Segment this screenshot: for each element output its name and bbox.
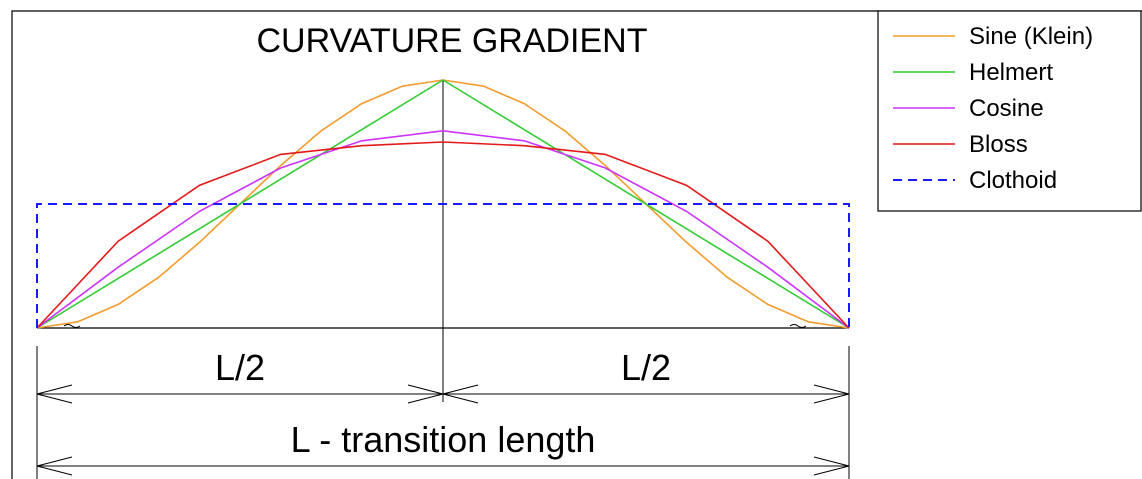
- arrow-right-end: [813, 384, 850, 404]
- legend-label-sine: Sine (Klein): [969, 23, 1093, 50]
- arrow-full-right: [813, 456, 850, 476]
- arrow-left-start: [36, 384, 73, 404]
- axes: [37, 80, 849, 402]
- dimension-label-left-half: L/2: [215, 347, 265, 388]
- arrow-full-left: [36, 456, 73, 476]
- dimension-label-full: L - transition length: [291, 419, 596, 460]
- legend: Sine (Klein) Helmert Cosine Bloss Clothoid: [877, 10, 1142, 212]
- legend-label-helmert: Helmert: [969, 59, 1053, 86]
- curves: [36, 79, 850, 329]
- arrow-center-in-right: [442, 384, 479, 404]
- diagram-title: CURVATURE GRADIENT: [256, 22, 647, 60]
- dimension-lines: [36, 346, 850, 479]
- legend-label-clothoid: Clothoid: [969, 167, 1057, 194]
- series-helmert-line: [36, 79, 850, 329]
- series-cosine-line: [36, 129, 850, 329]
- legend-box: [877, 10, 1142, 212]
- legend-label-cosine: Cosine: [969, 95, 1044, 122]
- arrow-center-in-left: [407, 384, 444, 404]
- drawing-border: [11, 10, 1142, 479]
- series-clothoid-line: [36, 203, 850, 328]
- dimension-label-right-half: L/2: [621, 347, 671, 388]
- legend-label-bloss: Bloss: [969, 131, 1028, 158]
- left-end-mark: [63, 324, 81, 328]
- right-end-mark: [789, 324, 807, 328]
